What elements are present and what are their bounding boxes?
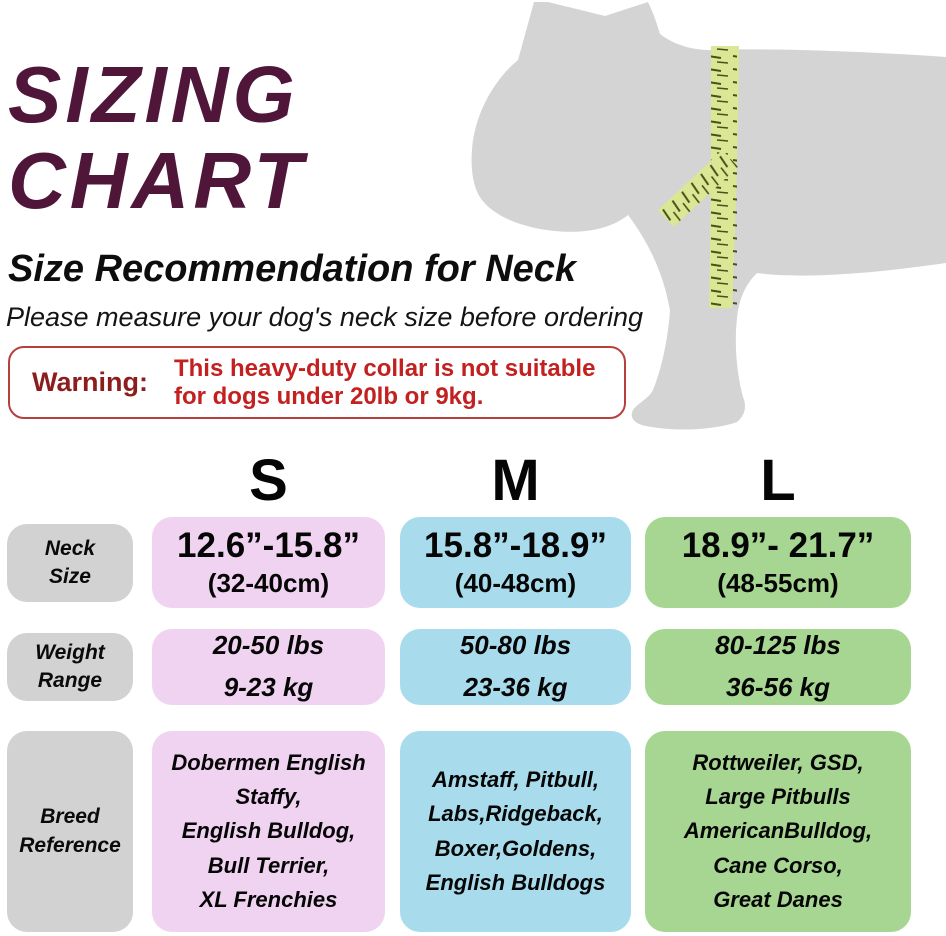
dog-illustration [430, 0, 946, 432]
weight-cell-m: 50-80 lbs 23-36 kg [400, 629, 631, 705]
weight-cell-s: 20-50 lbs 9-23 kg [152, 629, 385, 705]
breed-cell-l: Rottweiler, GSD, Large Pitbulls American… [645, 731, 911, 932]
subtitle: Size Recommendation for Neck [8, 248, 577, 290]
warning-box: Warning: This heavy-duty collar is not s… [8, 346, 626, 419]
row-label-neck-size: Neck Size [7, 524, 133, 602]
neck-size-cell-s: 12.6”-15.8” (32-40cm) [152, 517, 385, 608]
weight-cell-l: 80-125 lbs 36-56 kg [645, 629, 911, 705]
neck-size-cell-l: 18.9”- 21.7” (48-55cm) [645, 517, 911, 608]
row-label-weight-range: Weight Range [7, 633, 133, 701]
weight-text-m: 50-80 lbs 23-36 kg [459, 630, 572, 702]
breed-text-m: Amstaff, Pitbull, Labs,Ridgeback, Boxer,… [425, 767, 606, 895]
measure-instruction: Please measure your dog's neck size befo… [6, 302, 644, 332]
row-label-breed-reference: Breed Reference [7, 731, 133, 932]
breed-text-s: Dobermen English Staffy, English Bulldog… [171, 750, 366, 912]
neck-inches-m: 15.8”-18.9” [424, 526, 607, 566]
weight-text-s: 20-50 lbs 9-23 kg [212, 630, 325, 702]
neck-cm-s: (32-40cm) [207, 567, 330, 598]
dog-silhouette-icon [471, 2, 946, 430]
neck-size-cell-m: 15.8”-18.9” (40-48cm) [400, 517, 631, 608]
breed-text-l: Rottweiler, GSD, Large Pitbulls American… [683, 750, 873, 912]
breed-cell-s: Dobermen English Staffy, English Bulldog… [152, 731, 385, 932]
breed-cell-m: Amstaff, Pitbull, Labs,Ridgeback, Boxer,… [400, 731, 631, 932]
column-header-l: L [760, 448, 796, 513]
dog-body-shape [471, 2, 946, 430]
warning-label: Warning: [32, 367, 148, 397]
neck-inches-l: 18.9”- 21.7” [681, 526, 875, 566]
weight-text-l: 80-125 lbs 36-56 kg [715, 630, 841, 702]
neck-cm-l: (48-55cm) [717, 567, 839, 598]
warning-text: This heavy-duty collar is not suitable f… [173, 354, 596, 410]
neck-inches-s: 12.6”-15.8” [177, 526, 360, 566]
column-header-s: S [249, 448, 288, 513]
page-title: SIZING CHART [8, 50, 307, 225]
measuring-tape-diagonal-ticks [658, 149, 739, 227]
column-header-m: M [491, 448, 540, 513]
neck-cm-m: (40-48cm) [454, 567, 577, 598]
